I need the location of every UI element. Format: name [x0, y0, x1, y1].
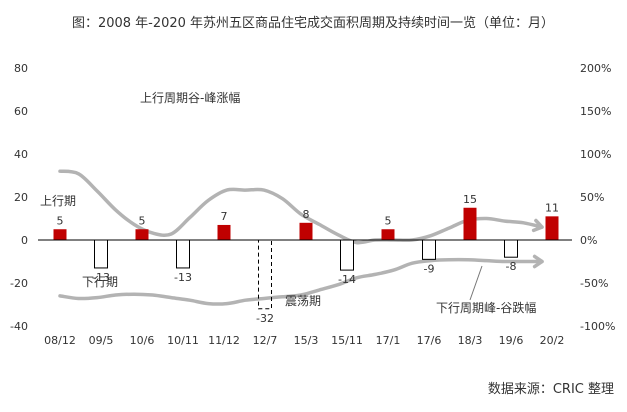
x-tick-label: 10/6	[130, 334, 155, 347]
bar-12-7	[258, 239, 272, 310]
up-period-label: 上行期	[40, 194, 76, 208]
bar-08-12	[53, 229, 67, 240]
x-tick-label: 15/11	[331, 334, 363, 347]
y-right-tick-label: 200%	[580, 62, 611, 75]
lower-curve-label: 下行周期峰-谷跌幅	[436, 300, 536, 315]
source-note: 数据来源：CRIC 整理	[488, 382, 614, 397]
y-right-tick-label: -50%	[580, 277, 608, 290]
x-tick-label: 08/12	[44, 334, 76, 347]
y-right-tick-label: 50%	[580, 191, 604, 204]
x-tick-label: 11/12	[208, 334, 240, 347]
upper-curve-arrowhead	[531, 218, 544, 233]
y-right-axis: 200% 150% 100% 50% 0% -50% -100%	[580, 62, 615, 333]
y-left-tick-label: 40	[14, 148, 28, 161]
value-label: -8	[506, 260, 517, 273]
chart-title: 图：2008 年-2020 年苏州五区商品住宅成交面积周期及持续时间一览（单位：…	[72, 15, 554, 31]
bar-19-6	[504, 239, 518, 258]
x-tick-label: 10/11	[167, 334, 199, 347]
value-label: 7	[221, 210, 228, 223]
value-label: 11	[545, 201, 559, 214]
bar-17-1	[381, 229, 395, 240]
value-label: 5	[385, 214, 392, 227]
x-axis: 08/12 09/5 10/6 10/11 11/12 12/7 15/3 15/11 17/1…	[44, 334, 564, 347]
lower-curve-arrowhead	[532, 254, 544, 269]
bar-11-12	[217, 224, 231, 240]
x-tick-label: 18/3	[458, 334, 483, 347]
y-left-tick-label: 20	[14, 191, 28, 204]
x-tick-label: 17/6	[417, 334, 442, 347]
y-left-tick-label: -20	[10, 277, 28, 290]
down-period-label: 下行期	[82, 275, 118, 289]
y-left-axis: 80 60 40 20 0 -20 -40	[10, 62, 28, 333]
y-left-tick-label: 0	[21, 234, 28, 247]
x-tick-label: 09/5	[89, 334, 114, 347]
bar-17-6	[422, 239, 436, 260]
value-label: 8	[303, 208, 310, 221]
bar-15-3	[299, 222, 313, 240]
bar-10-6	[135, 229, 149, 240]
value-label: -32	[256, 312, 274, 325]
bar-10-11	[176, 239, 190, 269]
bar-18-3	[463, 207, 477, 240]
x-tick-label: 15/3	[294, 334, 319, 347]
bar-09-5	[94, 239, 108, 269]
value-label: -13	[174, 271, 192, 284]
x-tick-label: 20/2	[540, 334, 565, 347]
x-tick-label: 17/1	[376, 334, 401, 347]
value-label: -14	[338, 273, 356, 286]
value-labels-group: 5 -13 5 -13 7 -32 8 -14 5 -9 15 -8 11	[57, 193, 560, 325]
bars-group	[53, 207, 559, 310]
bar-20-2	[545, 216, 559, 240]
shock-period-label: 震荡期	[285, 294, 321, 308]
y-left-tick-label: 80	[14, 62, 28, 75]
bar-15-11	[340, 239, 354, 271]
y-right-tick-label: 100%	[580, 148, 611, 161]
y-right-tick-label: -100%	[580, 320, 615, 333]
y-right-tick-label: 150%	[580, 105, 611, 118]
value-label: 5	[57, 214, 64, 227]
upper-curve-line	[58, 169, 544, 245]
x-tick-label: 19/6	[499, 334, 524, 347]
value-label: 5	[139, 214, 146, 227]
lower-curve-line	[58, 257, 544, 306]
lower-curve-label-leader	[469, 265, 483, 301]
upper-curve-label: 上行周期谷-峰涨幅	[140, 90, 240, 105]
x-tick-label: 12/7	[253, 334, 278, 347]
y-left-tick-label: 60	[14, 105, 28, 118]
value-label: 15	[463, 193, 477, 206]
value-label: -9	[424, 262, 435, 275]
y-left-tick-label: -40	[10, 320, 28, 333]
y-right-tick-label: 0%	[580, 234, 597, 247]
value-label: -13	[92, 271, 110, 284]
